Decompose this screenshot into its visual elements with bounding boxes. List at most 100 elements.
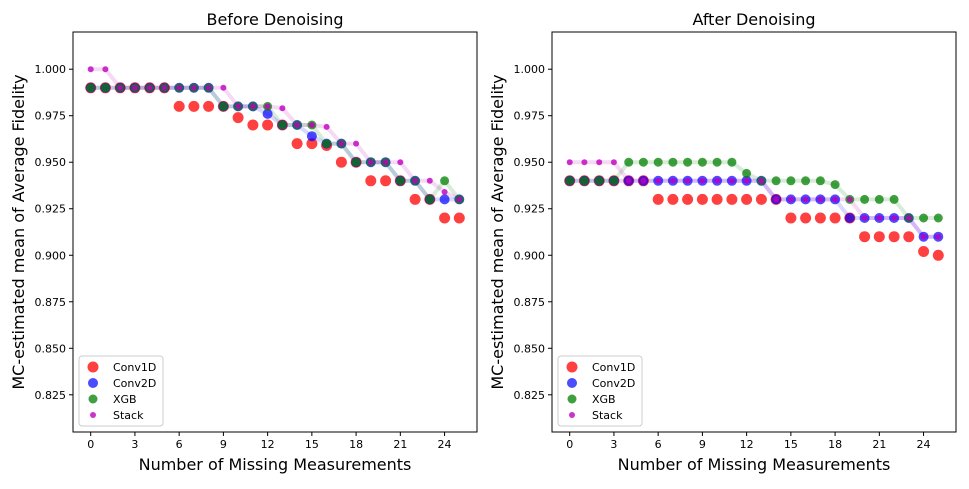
point-xgb bbox=[594, 176, 604, 186]
point-stack bbox=[249, 103, 256, 110]
point-xgb bbox=[712, 157, 722, 167]
point-xgb bbox=[815, 176, 825, 186]
point-stack bbox=[102, 66, 109, 73]
panel-after-denoising: After Denoising Number of Missing Measur… bbox=[488, 10, 957, 474]
x-tick-label: 12 bbox=[261, 438, 275, 451]
legend-box bbox=[557, 355, 643, 427]
chart-title: After Denoising bbox=[692, 10, 815, 29]
point-conv1d bbox=[726, 193, 738, 205]
point-xgb bbox=[624, 157, 634, 167]
point-conv1d bbox=[918, 246, 930, 257]
y-tick-label: 0.825 bbox=[35, 389, 67, 402]
point-xgb bbox=[425, 194, 435, 204]
legend-label-conv2d: Conv2D bbox=[592, 377, 635, 390]
x-tick-label: 9 bbox=[220, 438, 227, 451]
point-conv1d bbox=[335, 156, 347, 168]
y-tick-label: 0.850 bbox=[35, 342, 67, 355]
point-stack bbox=[161, 84, 168, 91]
point-xgb bbox=[830, 180, 840, 190]
point-stack bbox=[876, 215, 883, 221]
point-conv1d bbox=[365, 175, 377, 187]
point-conv1d bbox=[173, 100, 185, 112]
x-tick-label: 0 bbox=[566, 438, 573, 451]
x-tick-label: 6 bbox=[176, 438, 183, 451]
point-xgb bbox=[218, 101, 228, 111]
point-stack bbox=[87, 66, 94, 73]
point-conv1d bbox=[306, 138, 318, 150]
panel-before-denoising: Before Denoising Number of Missing Measu… bbox=[9, 10, 478, 474]
x-tick-label: 21 bbox=[872, 438, 886, 451]
y-tick-label: 0.950 bbox=[35, 156, 67, 169]
point-xgb bbox=[889, 194, 899, 204]
point-stack bbox=[920, 233, 927, 240]
point-stack bbox=[817, 196, 824, 203]
y-tick-label: 0.825 bbox=[514, 389, 546, 402]
legend-marker-xgb bbox=[88, 394, 98, 404]
point-xgb bbox=[919, 213, 929, 223]
point-stack bbox=[581, 159, 588, 166]
y-axis-label: MC-estimated mean of Average Fidelity bbox=[488, 74, 507, 389]
point-xgb bbox=[742, 168, 752, 178]
legend-marker-conv2d bbox=[88, 378, 98, 388]
point-conv1d bbox=[652, 193, 664, 205]
y-tick-label: 0.950 bbox=[514, 156, 546, 169]
point-xgb bbox=[638, 157, 648, 167]
point-conv1d bbox=[203, 100, 215, 112]
point-xgb bbox=[771, 176, 781, 186]
point-stack bbox=[787, 196, 794, 203]
legend: Conv1D Conv2D XGB Stack bbox=[78, 355, 164, 427]
y-tick-label: 0.900 bbox=[514, 249, 546, 262]
point-stack bbox=[426, 177, 433, 184]
point-conv1d bbox=[380, 175, 392, 187]
y-tick-label: 0.975 bbox=[514, 110, 546, 123]
y-axis-label: MC-estimated mean of Average Fidelity bbox=[9, 74, 28, 389]
point-conv1d bbox=[829, 212, 841, 224]
point-stack bbox=[566, 159, 573, 166]
point-conv1d bbox=[453, 212, 465, 224]
point-conv1d bbox=[932, 249, 944, 261]
point-stack bbox=[714, 177, 721, 184]
y-tick-label: 1.000 bbox=[514, 63, 546, 76]
point-stack bbox=[338, 140, 345, 147]
legend-marker-stack bbox=[569, 412, 575, 418]
point-conv1d bbox=[814, 212, 826, 224]
point-stack bbox=[367, 159, 374, 166]
point-stack bbox=[382, 159, 389, 166]
point-xgb bbox=[683, 157, 693, 167]
point-conv2d bbox=[262, 108, 273, 119]
point-stack bbox=[832, 196, 839, 203]
point-conv1d bbox=[409, 193, 421, 205]
point-xgb bbox=[727, 157, 737, 167]
point-conv1d bbox=[696, 193, 708, 205]
axis-ticks: 0 3 6 9 12 15 18 21 24 0.825 0.850 0.875 0.900 0.925 0… bbox=[514, 63, 931, 451]
x-tick-label: 21 bbox=[393, 438, 407, 451]
point-stack bbox=[146, 84, 153, 91]
point-xgb bbox=[786, 176, 796, 186]
point-conv2d bbox=[306, 131, 317, 142]
legend-label-stack: Stack bbox=[592, 409, 623, 422]
point-xgb bbox=[653, 157, 663, 167]
legend-label-conv1d: Conv1D bbox=[592, 361, 635, 374]
point-stack bbox=[699, 177, 706, 184]
legend-marker-conv2d bbox=[567, 378, 577, 388]
point-conv2d bbox=[439, 194, 450, 205]
point-xgb bbox=[277, 120, 287, 130]
point-stack bbox=[264, 103, 271, 110]
x-tick-label: 15 bbox=[784, 438, 798, 451]
point-stack bbox=[846, 196, 853, 203]
x-tick-label: 3 bbox=[131, 438, 138, 451]
legend-label-stack: Stack bbox=[113, 409, 144, 422]
point-stack bbox=[441, 189, 448, 195]
point-stack bbox=[294, 122, 301, 128]
x-tick-label: 18 bbox=[349, 438, 363, 451]
axis-ticks: 0 3 6 9 12 15 18 21 24 0.825 0.850 0.875 0.900 0.925 0… bbox=[35, 63, 452, 451]
point-stack bbox=[625, 177, 632, 184]
legend-label-xgb: XGB bbox=[592, 393, 616, 406]
point-xgb bbox=[322, 139, 332, 149]
point-xgb bbox=[351, 157, 361, 167]
point-xgb bbox=[86, 83, 96, 93]
point-stack bbox=[758, 177, 765, 184]
legend: Conv1D Conv2D XGB Stack bbox=[557, 355, 643, 427]
point-conv1d bbox=[755, 193, 767, 205]
